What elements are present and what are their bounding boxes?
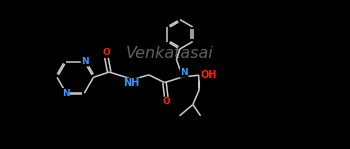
Text: Venkatasai: Venkatasai: [126, 46, 214, 61]
Text: OH: OH: [200, 70, 216, 80]
Text: NH: NH: [123, 78, 139, 88]
Text: N: N: [180, 68, 188, 77]
Text: N: N: [62, 89, 69, 98]
Text: N: N: [81, 57, 89, 66]
Text: O: O: [162, 97, 170, 106]
Text: O: O: [103, 48, 110, 57]
